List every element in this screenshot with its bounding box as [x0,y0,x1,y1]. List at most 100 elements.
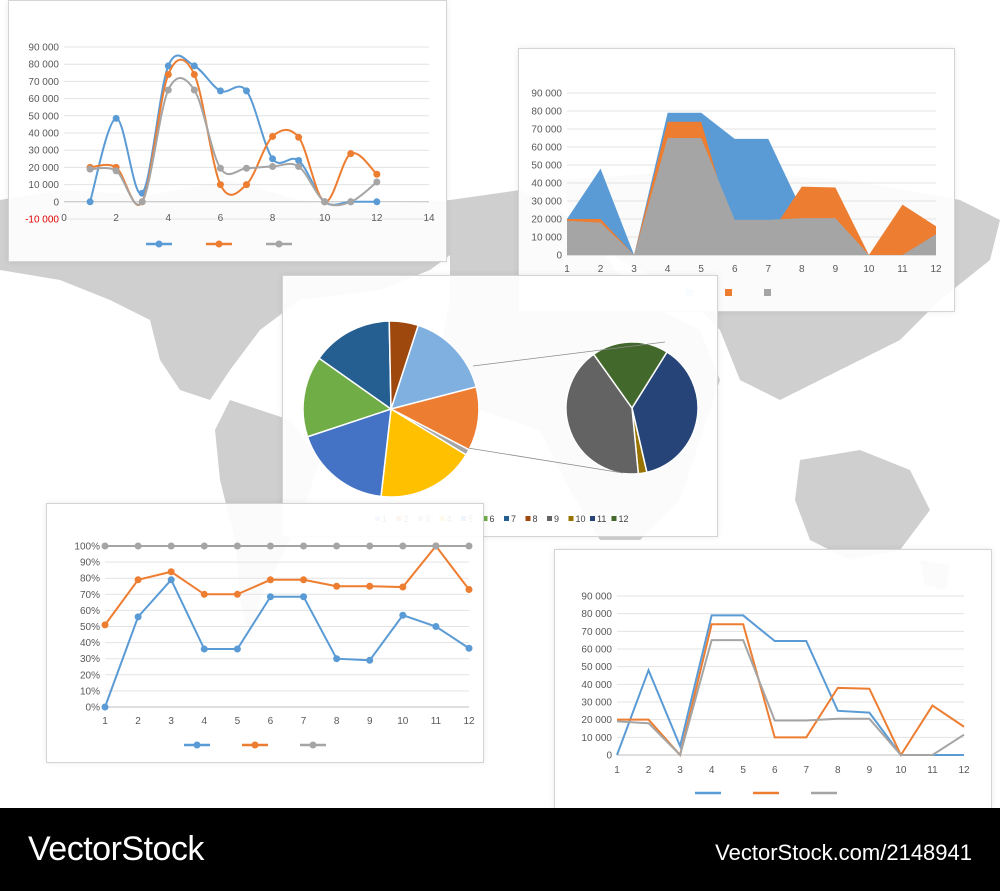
data-point-gray [295,163,303,171]
data-point-orange [373,170,381,178]
x-tick-label: 10 [863,264,875,275]
x-tick-label: 2 [598,264,604,275]
y-tick-label: 80% [80,574,100,585]
legend-marker-gray [309,741,317,749]
y-tick-label: 50 000 [581,662,612,673]
data-point-gray [233,542,241,550]
legend-label: 9 [554,514,559,524]
data-point-blue [266,593,274,601]
data-point-gray [112,167,120,175]
data-point-gray [321,198,329,206]
data-point-orange [366,582,374,590]
plain-line-chart: 0 10 000 20 000 30 000 40 000 50 000 60 000 70 … [581,592,970,795]
legend-marker-orange [215,240,223,248]
x-tick-label: 10 [895,765,907,776]
x-tick-label: 7 [803,765,809,776]
y-tick-label: 10% [80,686,100,697]
y-tick-label: 100% [74,542,100,553]
series-line-gray [90,77,378,207]
pie-slice-8 [388,320,420,410]
x-tick-label: 5 [235,716,241,727]
y-tick-label: 60% [80,606,100,617]
data-point-gray [190,86,198,94]
data-point-orange [295,133,303,141]
x-tick-label: 1 [564,264,570,275]
x-tick-label: 8 [799,264,805,275]
area-gray [567,138,936,255]
x-tick-label: 1 [102,716,108,727]
data-point-blue [269,155,277,163]
data-point-orange [300,576,308,584]
data-point-orange [200,590,208,598]
series-line-orange [617,623,965,758]
data-point-gray [167,542,175,550]
legend-swatch [547,516,552,521]
y-tick-label: 10 000 [28,180,59,191]
x-tick-label: 2 [113,213,119,224]
data-point-blue [164,62,172,70]
x-tick-label: 8 [334,716,340,727]
y-tick-label: 60 000 [581,645,612,656]
x-tick-label: 2 [646,765,652,776]
data-point-orange [243,181,250,189]
data-point-orange [347,150,355,158]
x-tick-label: 3 [631,264,637,275]
data-point-gray [347,198,355,206]
y-tick-label: 70 000 [581,627,612,638]
data-point-gray [366,542,374,550]
series-line-blue [616,614,964,756]
y-tick-label: 40 000 [28,129,59,140]
data-point-orange [233,590,241,598]
data-point-gray [333,542,341,550]
y-tick-label: 50 000 [531,161,562,172]
data-point-gray [134,542,142,550]
brand-logo-text: VectorStock [28,830,204,868]
y-tick-label: 90 000 [531,89,562,100]
y-tick-label: 10 000 [581,733,612,744]
y-tick-label: 0 [53,197,59,208]
y-tick-label: 0 [606,751,612,762]
y-tick-label: 70 000 [531,125,562,136]
data-point-gray [373,178,381,186]
y-tick-label: 40% [80,638,100,649]
x-tick-label: 3 [677,765,683,776]
legend-swatch [482,516,488,521]
data-point-blue [190,62,198,70]
x-tick-label: 3 [168,716,174,727]
x-tick-label: 6 [732,264,738,275]
legend-label: 8 [533,514,538,524]
x-tick-label: 4 [166,213,172,224]
data-point-blue [366,656,374,664]
x-tick-label: 11 [897,264,908,275]
data-point-orange [216,181,224,189]
y-tick-label: 20% [80,670,100,681]
x-tick-label: 7 [765,264,771,275]
legend-swatch [504,516,509,521]
series-line-blue [104,578,470,708]
x-tick-label: 6 [218,213,224,224]
x-tick-label: 9 [367,716,373,727]
y-tick-label: 90% [80,558,100,569]
x-tick-label: 5 [698,264,704,275]
y-tick-label: 20 000 [28,163,59,174]
smooth-line-chart-panel: -10 000 0 10 000 20 000 30 000 40 000 50 000 60… [8,0,447,262]
data-point-gray [465,542,473,550]
series-line-orange [104,544,470,626]
y-tick-label: 30 000 [28,146,59,157]
data-point-orange [333,582,341,590]
y-tick-label: 90 000 [581,592,612,603]
data-point-gray [216,164,224,172]
y-tick-label: 20 000 [531,215,562,226]
x-tick-label: 10 [319,213,331,224]
x-tick-label: 4 [201,716,207,727]
y-tick-label: 30 000 [531,197,562,208]
data-point-orange [266,576,274,584]
y-tick-label: 0% [86,703,101,714]
data-point-gray [243,164,250,172]
data-point-gray [300,542,308,550]
x-tick-label: 9 [867,765,873,776]
x-tick-label: 11 [927,765,938,776]
y-tick-label: 60 000 [28,94,59,105]
legend-label: 10 [576,514,586,524]
